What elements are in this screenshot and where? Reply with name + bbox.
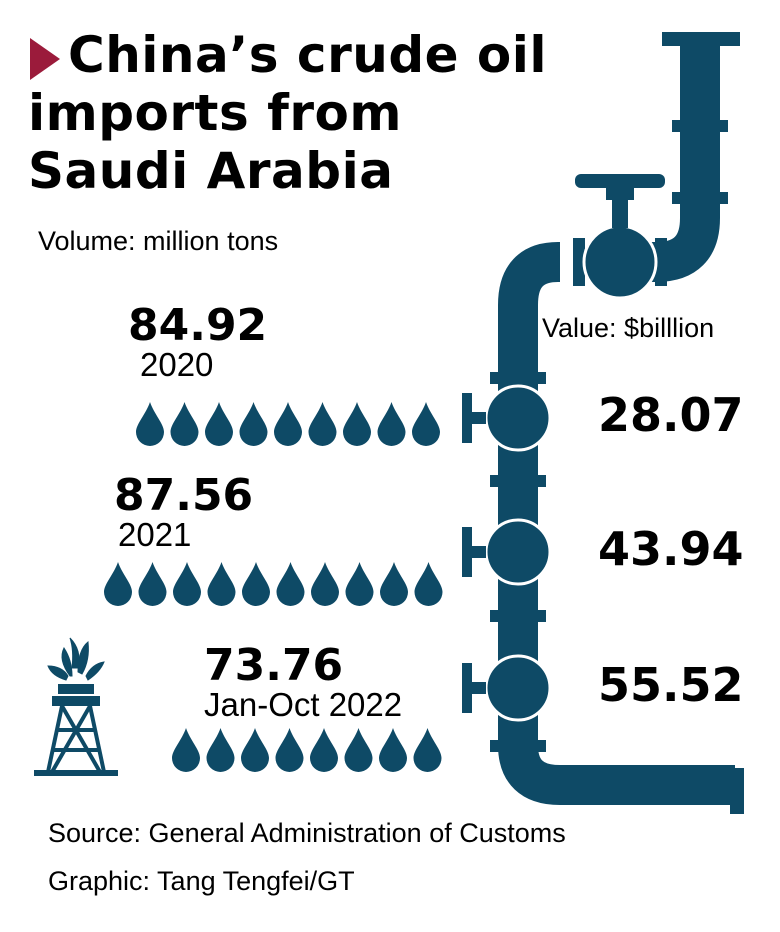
oil-drop-icon <box>310 728 338 772</box>
oil-drop-icon <box>205 402 233 446</box>
oil-drop-icon <box>377 402 406 446</box>
source-note: Source: General Administration of Custom… <box>48 818 566 848</box>
value-label: Value: $billlion <box>542 313 715 343</box>
oil-drop-icon <box>242 562 270 606</box>
pipe-top-cap <box>662 32 740 46</box>
oil-drop-icon <box>172 728 200 772</box>
pipe-flanges <box>490 120 728 752</box>
oil-drop-icon <box>170 402 199 446</box>
valve-handles <box>462 393 486 713</box>
oil-drop-icon <box>412 402 440 446</box>
year-2021: 2021 <box>118 516 192 553</box>
credit-note: Graphic: Tang Tengfei/GT <box>48 866 355 896</box>
oil-drop-icon <box>413 728 442 773</box>
oil-drop-icon <box>136 402 164 446</box>
oil-drop-icon <box>138 562 167 607</box>
pipe-end-cap <box>730 768 744 814</box>
year-2020: 2020 <box>140 346 214 383</box>
oil-drop-icon <box>241 728 269 772</box>
value-2020: 28.07 <box>598 388 744 442</box>
oil-drop-icon <box>274 402 302 446</box>
oil-drop-icon <box>311 562 339 606</box>
chart-title: China’s crude oil imports from Saudi Ara… <box>28 26 548 200</box>
oil-drop-icon <box>104 562 132 606</box>
oil-drop-icon <box>173 562 201 606</box>
volume-2021: 87.56 <box>114 470 254 521</box>
oil-drop-icon <box>379 728 407 772</box>
value-2021: 43.94 <box>598 522 744 576</box>
oil-drop-icon <box>276 562 305 607</box>
volume-2022: 73.76 <box>204 640 344 691</box>
oil-drop-icon <box>380 562 408 606</box>
oil-drops <box>104 402 443 773</box>
oil-drop-icon <box>345 562 374 607</box>
oil-drop-icon <box>206 728 235 772</box>
value-2022: 55.52 <box>598 658 744 712</box>
inline-valves <box>484 384 552 722</box>
title-marker-icon <box>30 38 60 80</box>
oil-drop-icon <box>414 562 443 607</box>
oil-drop-icon <box>275 728 304 773</box>
oil-drop-icon <box>207 562 236 607</box>
year-2022: Jan-Oct 2022 <box>204 686 403 723</box>
oil-drop-icon <box>239 402 268 446</box>
oil-drop-icon <box>343 402 371 446</box>
oil-drop-icon <box>308 402 337 446</box>
oil-drop-icon <box>344 728 373 773</box>
volume-2020: 84.92 <box>128 300 268 351</box>
oil-rig-icon <box>34 637 118 776</box>
volume-label: Volume: million tons <box>38 226 279 256</box>
valve-icon <box>573 174 667 300</box>
title-block: China’s crude oil imports from Saudi Ara… <box>28 26 548 200</box>
